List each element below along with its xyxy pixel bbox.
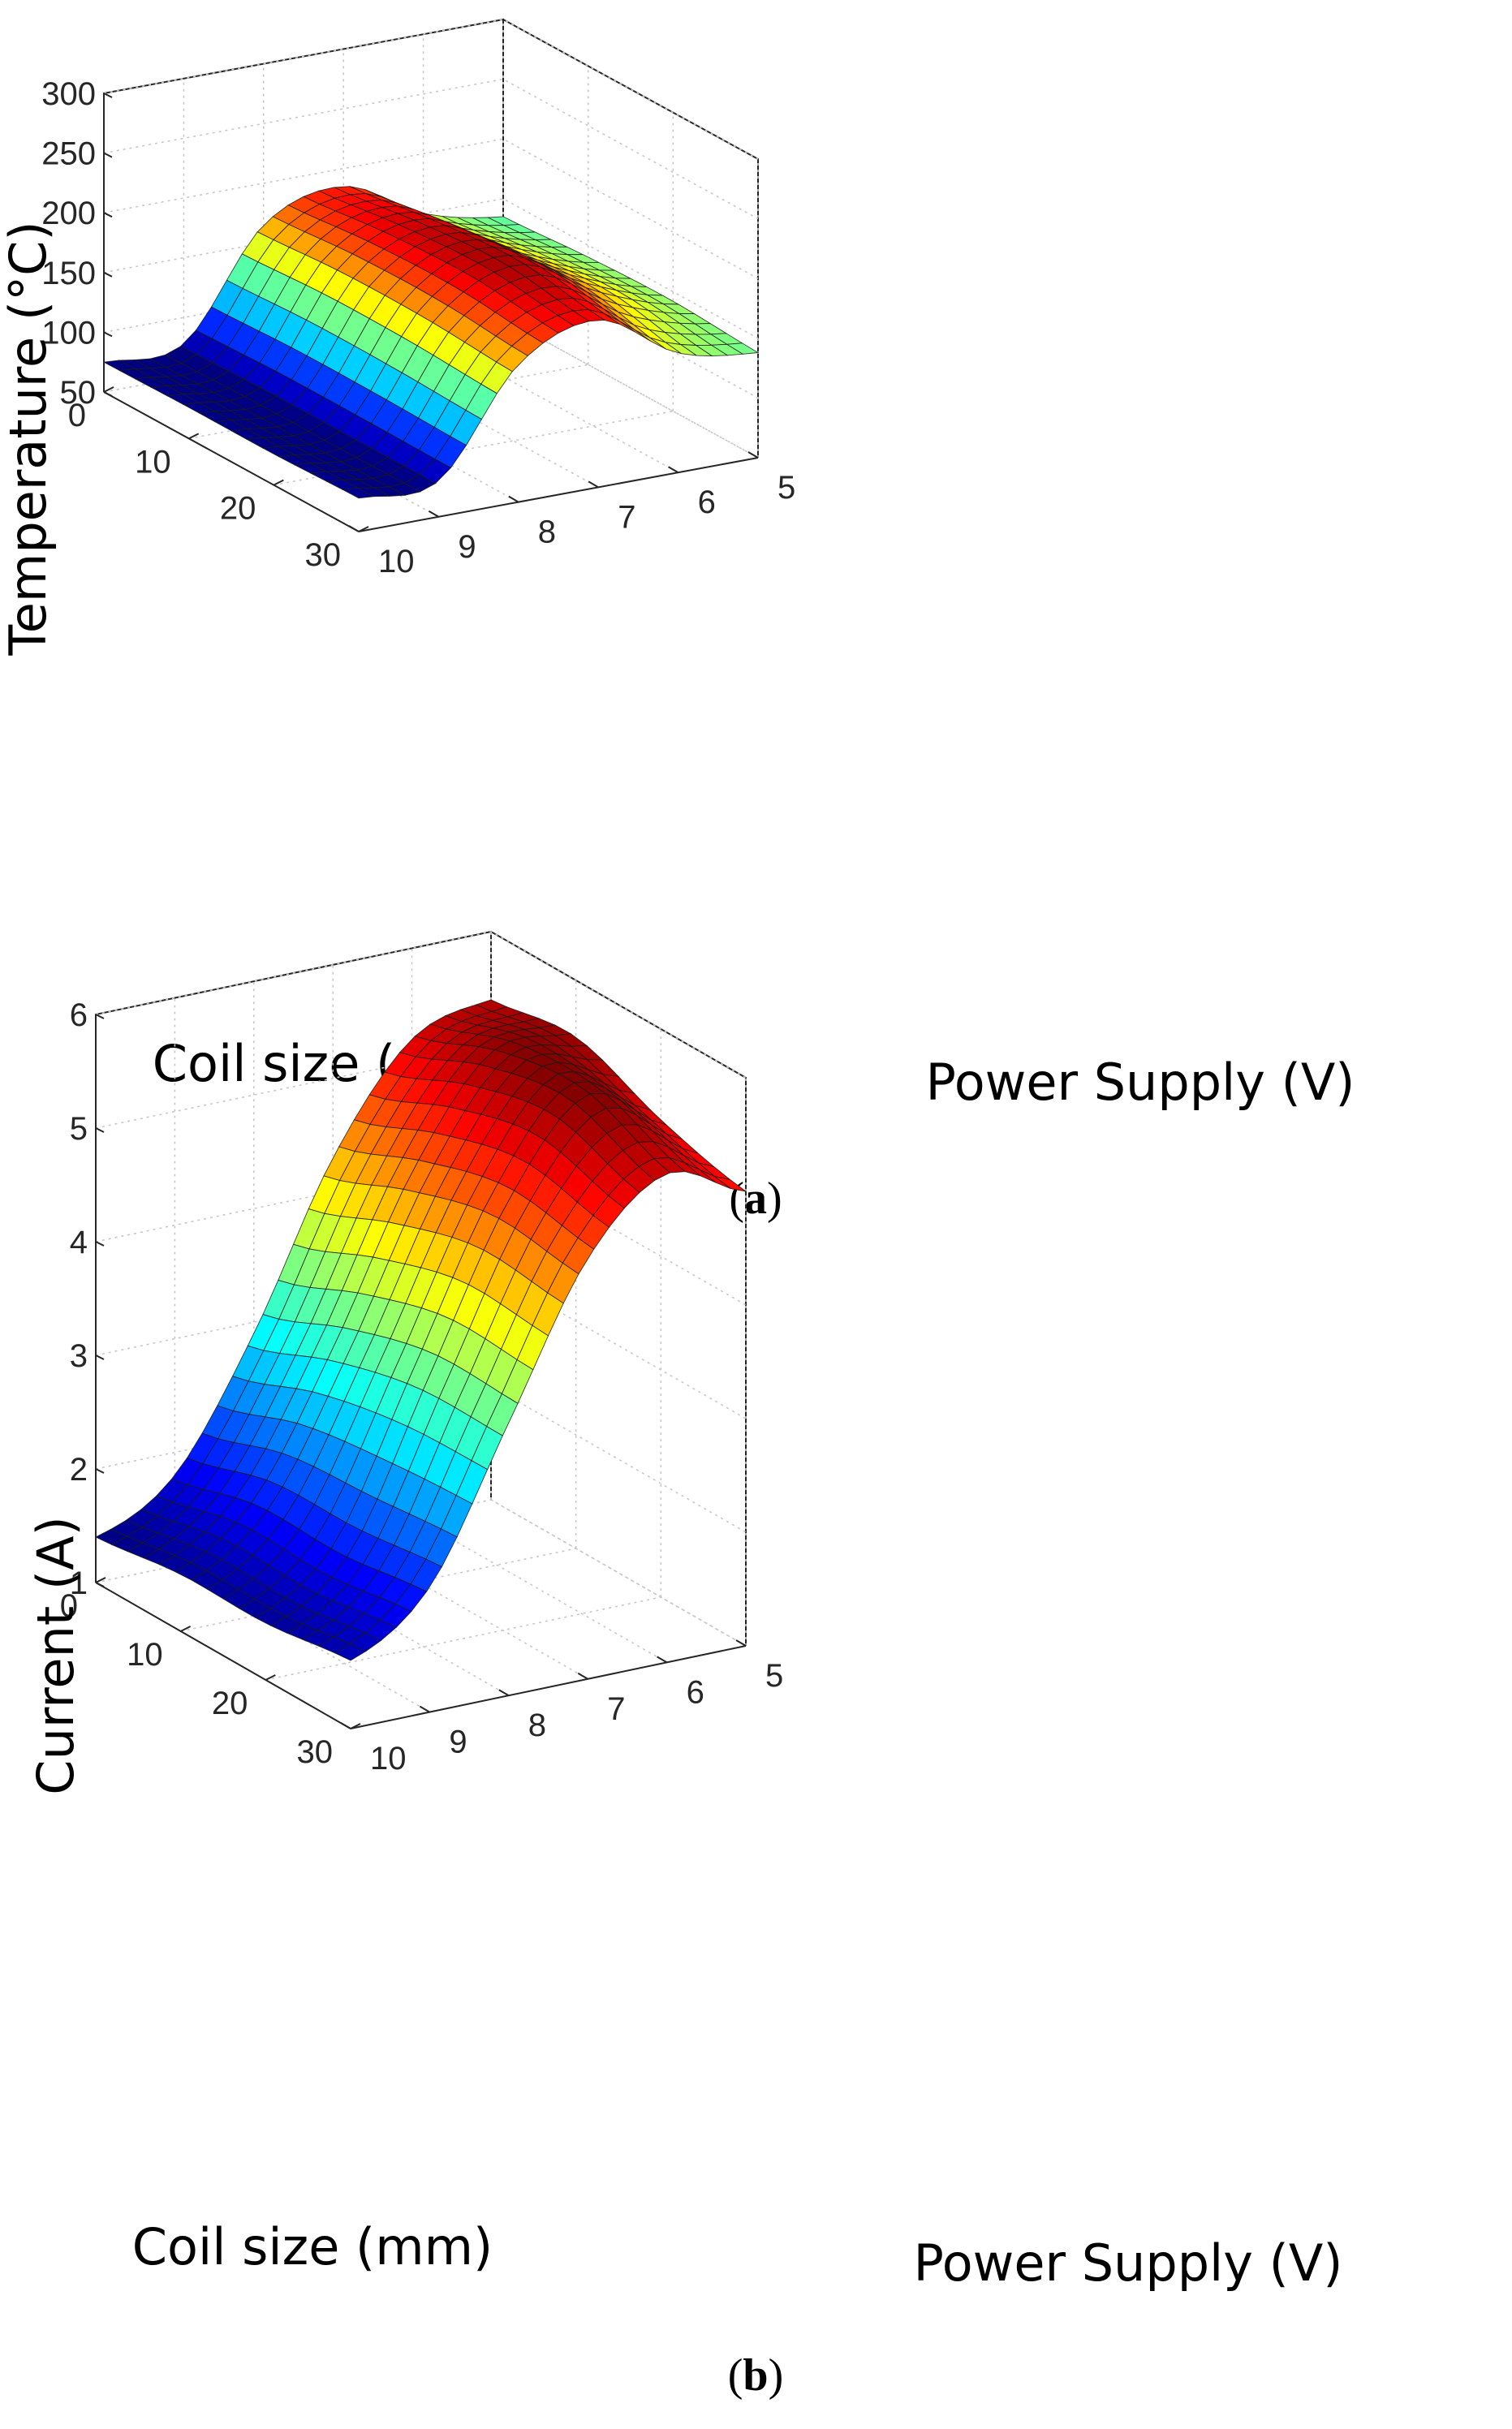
chart-b-x-tick-label: 30: [297, 1734, 334, 1770]
chart-a-x-tick-mark: [358, 526, 369, 532]
chart-b-z-tick-mark: [95, 1468, 105, 1474]
chart-b-xlabel: Coil size (mm): [132, 2217, 493, 2276]
chart-a-y-tick-mark: [508, 495, 519, 503]
chart-b-x-tick-mark: [180, 1626, 192, 1632]
chart-a-z-tick-mark: [103, 152, 113, 158]
chart-a-z-tick-mark: [103, 271, 113, 278]
chart-a-y-tick-label: 8: [538, 515, 556, 550]
chart-a-surface: [102, 186, 760, 499]
chart-a-surface-patch: [341, 487, 376, 499]
chart-b-y-axis: [350, 1645, 747, 1729]
chart-b-y-tick-label: 5: [765, 1658, 783, 1694]
chart-a-grid-line: [342, 347, 599, 489]
chart-b-y-tick-mark: [577, 1672, 588, 1680]
chart-a-x-tick-mark: [273, 479, 284, 486]
chart-a-ylabel: Power Supply (V): [926, 1053, 1355, 1112]
chart-a-x-tick-mark: [103, 386, 114, 393]
panel-label-a: (a): [729, 1174, 782, 1224]
chart-b-y-tick-mark: [498, 1689, 510, 1697]
chart-a-x-tick-mark: [188, 433, 200, 440]
chart-a-z-tick-mark: [103, 93, 113, 98]
chart-a-y-axis: [358, 457, 759, 532]
chart-a-y-tick-label: 7: [618, 499, 635, 535]
chart-a-z-tick-label: 50: [60, 375, 97, 411]
chart-b-grid-line: [95, 931, 747, 1079]
chart-b-y-tick-mark: [340, 1722, 351, 1729]
chart-a-x-axis: [103, 391, 360, 532]
chart-a-x-tick-label: 30: [305, 537, 342, 573]
chart-a-grid-line: [423, 332, 678, 473]
chart-b-x-tick-label: 10: [127, 1637, 163, 1673]
chart-b-surface: [94, 999, 747, 1661]
chart-a-y-tick-label: 10: [378, 544, 415, 579]
panel-letter-a: a: [744, 1174, 767, 1224]
chart-a-grid-line: [103, 19, 759, 160]
chart-panel-b: 1 2 3 4 5 6 0 10 20 30 10 9 8 7 6 5 Current (A) Coil si…: [26, 930, 1343, 2401]
chart-a-axes: 50 100 150 200 250 300 0 10 20 30 10 9 8 7 6 5: [41, 76, 795, 579]
chart-b-z-tick-label: 1: [70, 1565, 88, 1601]
chart-b-y-tick-label: 7: [607, 1691, 625, 1727]
chart-a-y-tick-label: 6: [698, 485, 716, 520]
chart-a-y-tick-mark: [588, 480, 599, 489]
chart-b-z-tick-label: 4: [70, 1225, 88, 1260]
chart-a-grid-line: [263, 361, 519, 503]
chart-b-z-tick-label: 2: [70, 1452, 88, 1488]
chart-b-x-tick-label: 0: [60, 1588, 78, 1624]
chart-a-y-tick-label: 9: [458, 529, 476, 565]
chart-b-z-tick-mark: [95, 1354, 105, 1360]
chart-a-y-tick-mark: [428, 510, 439, 518]
chart-a-grid-line: [502, 317, 759, 459]
chart-a-grid-line: [103, 78, 759, 220]
chart-a-z-tick-label: 100: [41, 315, 96, 351]
chart-b-z-tick-label: 6: [70, 997, 88, 1033]
chart-b-y-tick-mark: [657, 1656, 668, 1664]
chart-b-axes: 1 2 3 4 5 6 0 10 20 30 10 9 8 7 6 5: [60, 997, 784, 1777]
chart-b-x-axis: [95, 1582, 351, 1729]
chart-a-y-tick-mark: [348, 525, 360, 532]
chart-b-ylabel: Power Supply (V): [914, 2233, 1343, 2293]
chart-b-z-tick-mark: [95, 1241, 105, 1247]
chart-b-y-tick-label: 6: [687, 1674, 704, 1710]
chart-b-x-tick-mark: [350, 1723, 361, 1729]
chart-b-surface-patch: [334, 1643, 367, 1661]
chart-b-z-tick-mark: [95, 1127, 105, 1133]
chart-a-y-tick-mark: [668, 466, 679, 474]
chart-a-y-tick-mark: [747, 451, 759, 459]
chart-panel-a: 50 100 150 200 250 300 0 10 20 30 10 9 8 7 6 5 Temperat…: [0, 18, 1355, 1224]
chart-b-grid-line: [490, 1499, 747, 1647]
chart-a-z-tick-label: 250: [41, 136, 96, 172]
chart-a-y-tick-label: 5: [778, 470, 795, 506]
chart-b-x-tick-mark: [95, 1577, 106, 1583]
chart-b-z-tick-mark: [95, 1582, 105, 1587]
panel-letter-b: b: [743, 2350, 768, 2401]
chart-b-y-tick-mark: [735, 1639, 747, 1647]
chart-a-z-tick-label: 200: [41, 196, 96, 231]
chart-b-y-tick-label: 9: [449, 1725, 467, 1760]
chart-b-y-tick-label: 10: [370, 1741, 407, 1777]
chart-b-y-tick-label: 8: [528, 1708, 546, 1743]
panel-label-b: (b): [728, 2350, 783, 2401]
chart-a-z-tick-mark: [103, 331, 113, 338]
chart-a-z-tick-label: 150: [41, 256, 96, 291]
chart-a-z-tick-label: 300: [41, 76, 96, 112]
chart-a-z-tick-mark: [103, 212, 113, 218]
chart-b-z-tick-mark: [95, 1014, 105, 1019]
chart-b-x-tick-label: 20: [212, 1686, 248, 1721]
chart-b-zlabel: Current (A): [26, 1516, 85, 1794]
chart-b-x-tick-mark: [265, 1674, 276, 1681]
chart-a-x-tick-label: 10: [135, 444, 171, 480]
chart-b-grid-line: [265, 1596, 661, 1681]
chart-a-grid-line: [274, 410, 674, 486]
chart-a-z-tick-mark: [103, 391, 113, 397]
chart-b-z-tick-label: 3: [70, 1338, 88, 1374]
chart-b-z-tick-label: 5: [70, 1111, 88, 1147]
chart-b-y-tick-mark: [419, 1705, 430, 1713]
chart-a-zlabel: Temperature (°C): [0, 221, 58, 656]
chart-a-x-tick-label: 20: [220, 491, 256, 527]
chart-a-x-tick-label: 0: [68, 398, 86, 433]
